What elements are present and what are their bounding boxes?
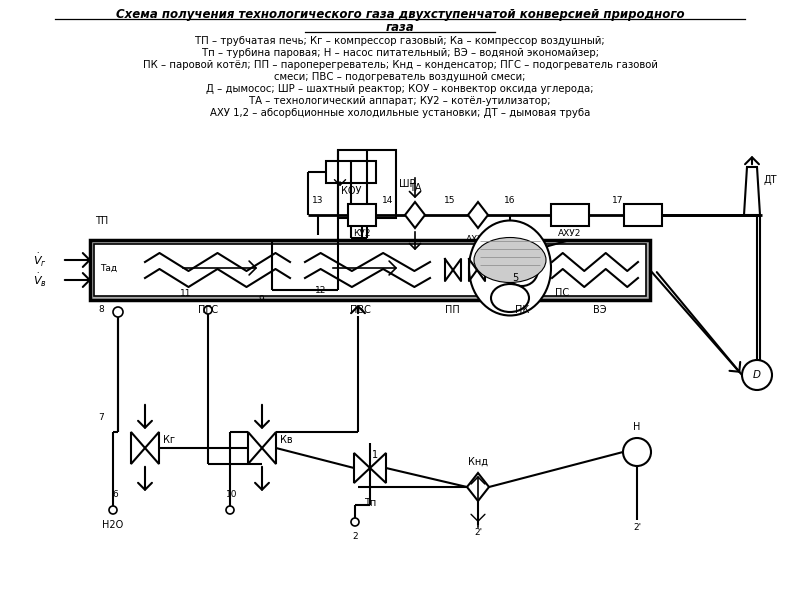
Text: ПВС: ПВС <box>350 305 370 315</box>
Text: 12: 12 <box>314 286 326 295</box>
Bar <box>348 204 376 226</box>
Text: ВЭ: ВЭ <box>594 305 606 315</box>
Text: ТА: ТА <box>409 183 422 193</box>
Polygon shape <box>131 432 145 464</box>
Text: 13: 13 <box>312 196 324 205</box>
Circle shape <box>742 360 772 390</box>
Text: Кв: Кв <box>280 435 293 445</box>
Text: 7: 7 <box>98 413 104 422</box>
Text: КУ2: КУ2 <box>354 229 370 238</box>
Text: Кнд: Кнд <box>468 457 488 467</box>
Text: КОУ: КОУ <box>341 186 362 196</box>
Text: ПП: ПП <box>445 305 459 315</box>
Text: 5: 5 <box>512 273 518 283</box>
Text: ТП – трубчатая печь; Кг – компрессор газовый; Ка – компрессор воздушный;: ТП – трубчатая печь; Кг – компрессор газ… <box>195 36 605 46</box>
Text: 14: 14 <box>382 196 394 205</box>
Text: Н2О: Н2О <box>102 520 124 530</box>
Text: АХУ1: АХУ1 <box>466 235 490 244</box>
Bar <box>326 161 376 183</box>
Circle shape <box>113 307 123 317</box>
Ellipse shape <box>469 220 551 316</box>
Text: АХУ2: АХУ2 <box>558 229 582 238</box>
Ellipse shape <box>474 238 546 283</box>
Circle shape <box>506 254 538 286</box>
Polygon shape <box>248 432 262 464</box>
Bar <box>338 150 396 218</box>
Text: ТП: ТП <box>95 216 108 226</box>
Text: ШР: ШР <box>399 179 415 189</box>
Text: Н: Н <box>634 422 641 432</box>
Text: Тп – турбина паровая; Н – насос питательный; ВЭ – водяной экономайзер;: Тп – турбина паровая; Н – насос питатель… <box>202 48 598 58</box>
Text: ПС: ПС <box>555 288 569 298</box>
Text: 6: 6 <box>112 490 118 499</box>
Circle shape <box>351 518 359 526</box>
Text: АХУ 1,2 – абсорбционные холодильные установки; ДТ – дымовая труба: АХУ 1,2 – абсорбционные холодильные уста… <box>210 108 590 118</box>
Circle shape <box>109 506 117 514</box>
Text: смеси; ПВС – подогреватель воздушной смеси;: смеси; ПВС – подогреватель воздушной сме… <box>274 72 526 82</box>
Text: ПК: ПК <box>515 305 529 315</box>
Text: $\dot{V}_в$: $\dot{V}_в$ <box>33 271 47 289</box>
Ellipse shape <box>491 284 529 312</box>
Text: 1: 1 <box>372 450 378 460</box>
Bar <box>94 244 646 296</box>
Polygon shape <box>467 473 489 501</box>
Bar <box>90 240 650 300</box>
Polygon shape <box>145 432 159 464</box>
Polygon shape <box>405 202 425 228</box>
Polygon shape <box>262 432 276 464</box>
Text: 2': 2' <box>633 523 641 532</box>
Text: Кг: Кг <box>163 435 175 445</box>
Text: 9: 9 <box>258 295 264 304</box>
Text: 2: 2 <box>352 532 358 541</box>
Circle shape <box>226 506 234 514</box>
Text: ТА – технологический аппарат; КУ2 – котёл-утилизатор;: ТА – технологический аппарат; КУ2 – котё… <box>250 96 550 106</box>
Polygon shape <box>370 453 386 483</box>
Polygon shape <box>744 167 760 215</box>
Circle shape <box>512 260 532 280</box>
Text: 16: 16 <box>504 196 516 205</box>
Text: Д – дымосос; ШР – шахтный реактор; КОУ – конвектор оксида углерода;: Д – дымосос; ШР – шахтный реактор; КОУ –… <box>206 84 594 94</box>
Bar <box>551 204 589 226</box>
Polygon shape <box>468 202 488 228</box>
Text: 8: 8 <box>98 305 104 314</box>
Text: Тад: Тад <box>100 263 117 272</box>
Bar <box>624 204 662 226</box>
Text: Схема получения технологического газа двухступенчатой конверсией природного: Схема получения технологического газа дв… <box>116 8 684 21</box>
Text: $\dot{V}_г$: $\dot{V}_г$ <box>33 251 47 269</box>
Text: Тп: Тп <box>364 498 376 508</box>
Text: 11: 11 <box>180 289 192 298</box>
Polygon shape <box>354 453 370 483</box>
Text: 10: 10 <box>226 490 238 499</box>
Text: 17: 17 <box>612 196 624 205</box>
Text: ПГС: ПГС <box>198 305 218 315</box>
Circle shape <box>623 438 651 466</box>
Text: ДТ: ДТ <box>764 175 778 185</box>
Text: 2': 2' <box>474 528 482 537</box>
Circle shape <box>204 306 212 314</box>
Text: газа: газа <box>386 21 414 34</box>
Text: D: D <box>753 370 761 380</box>
Text: 15: 15 <box>444 196 456 205</box>
Text: ПК – паровой котёл; ПП – пароперегреватель; Кнд – конденсатор; ПГС – подогревате: ПК – паровой котёл; ПП – пароперегревате… <box>142 60 658 70</box>
